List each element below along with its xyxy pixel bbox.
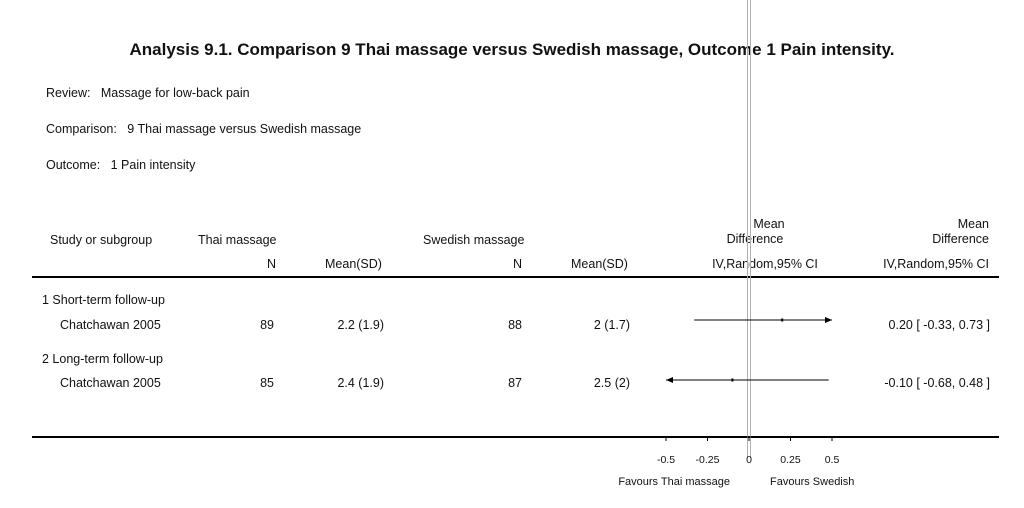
header-study: Study or subgroup	[50, 233, 153, 247]
study-name: Chatchawan 2005	[60, 376, 161, 390]
bottom-rule	[32, 436, 999, 438]
ci-text: 0.20 [ -0.33, 0.73 ]	[888, 318, 990, 332]
mean2-value: 2.5 (2)	[593, 376, 630, 390]
x-tick-label: 0.25	[780, 454, 801, 466]
page-title: Analysis 9.1. Comparison 9 Thai massage …	[129, 40, 895, 59]
mean1-value: 2.2 (1.9)	[337, 318, 384, 332]
header-n1: N	[266, 257, 276, 271]
header-md-text-line2: Difference	[932, 232, 989, 246]
review-line: Review: Massage for low-back pain	[46, 86, 250, 100]
top-rule	[32, 276, 999, 278]
comparison-value: 9 Thai massage versus Swedish massage	[127, 122, 362, 136]
mean1-value: 2.4 (1.9)	[337, 376, 384, 390]
comparison-line: Comparison: 9 Thai massage versus Swedis…	[46, 122, 361, 136]
x-tick-label: 0.5	[825, 454, 840, 466]
outcome-value: 1 Pain intensity	[110, 158, 196, 172]
ci-arrow-left	[666, 377, 673, 383]
subgroup-label: 2 Long-term follow-up	[42, 352, 163, 366]
header-mean2: Mean(SD)	[571, 257, 628, 271]
x-tick-label: 0	[746, 454, 752, 466]
n1-value: 85	[260, 376, 274, 390]
favours-left-label: Favours Thai massage	[618, 476, 730, 488]
header-group1: Thai massage	[198, 233, 277, 247]
point-estimate	[781, 318, 784, 322]
outcome-label: Outcome:	[46, 158, 101, 172]
header-md-plot-method: IV,Random,95% CI	[712, 257, 818, 271]
ci-arrow-right	[825, 317, 832, 323]
header-mean1: Mean(SD)	[325, 257, 382, 271]
n2-value: 87	[508, 376, 522, 390]
review-label: Review:	[46, 86, 91, 100]
x-tick-label: -0.25	[696, 454, 720, 466]
comparison-label: Comparison:	[46, 122, 117, 136]
header-md-text-line1: Mean	[957, 217, 989, 231]
x-tick-label: -0.5	[657, 454, 675, 466]
subgroup-label: 1 Short-term follow-up	[42, 293, 165, 307]
favours-right-label: Favours Swedish	[770, 476, 855, 488]
n2-value: 88	[508, 318, 522, 332]
header-n2: N	[512, 257, 522, 271]
header-md-plot-line1: Mean	[753, 217, 785, 231]
header-md-plot-line2: Difference	[726, 232, 784, 246]
review-value: Massage for low-back pain	[100, 86, 250, 100]
outcome-line: Outcome: 1 Pain intensity	[46, 158, 195, 172]
mean2-value: 2 (1.7)	[593, 318, 630, 332]
ci-text: -0.10 [ -0.68, 0.48 ]	[884, 376, 990, 390]
header-group2: Swedish massage	[423, 233, 525, 247]
point-estimate	[731, 378, 734, 382]
header-md-text-method: IV,Random,95% CI	[883, 257, 989, 271]
study-name: Chatchawan 2005	[60, 318, 161, 332]
n1-value: 89	[260, 318, 274, 332]
